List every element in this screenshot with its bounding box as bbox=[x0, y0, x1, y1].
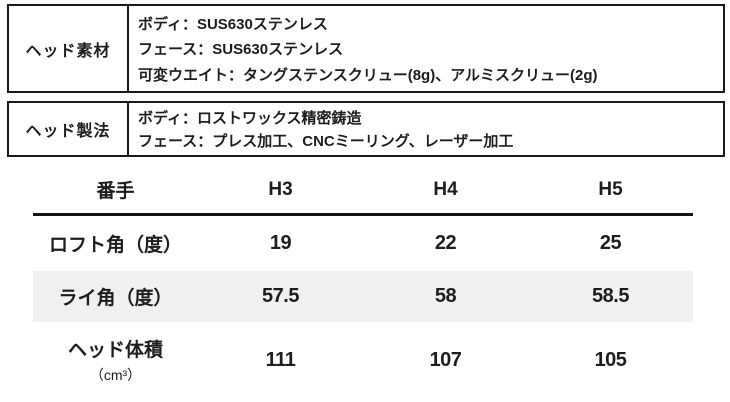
loft-h3-value: 19 bbox=[269, 232, 292, 254]
loft-h4-value: 22 bbox=[434, 232, 457, 254]
head-method-table: ヘッド製法 ボディ：ロストワックス精密鋳造 フェース：プレス加工、CNCミーリン… bbox=[7, 101, 725, 157]
volume-label-text: ヘッド体積 bbox=[67, 340, 163, 361]
loft-h5-value: 25 bbox=[599, 232, 622, 254]
club-spec-table: 番手 H3 H4 H5 ロフト角（度） 19 22 25 ライ角（度） 57.5… bbox=[33, 166, 693, 398]
volume-row-label: ヘッド体積 （cm³） bbox=[33, 322, 198, 398]
column-header-h5: H5 bbox=[528, 166, 693, 216]
lie-h4-value: 58 bbox=[363, 271, 528, 322]
method-face-line: フェース：プレス加工、CNCミーリング、レーザー加工 bbox=[138, 133, 514, 150]
column-header-h3: H3 bbox=[198, 166, 363, 216]
volume-h4-value: 107 bbox=[429, 348, 462, 371]
lie-row-label: ライ角（度） bbox=[33, 271, 198, 322]
material-weight-line: 可変ウエイト：タングステンスクリュー(8g)、アルミスクリュー(2g) bbox=[138, 66, 598, 84]
head-material-content: ボディ：SUS630ステンレス フェース：SUS630ステンレス 可変ウエイト：… bbox=[129, 6, 723, 91]
material-face-line: フェース：SUS630ステンレス bbox=[138, 41, 344, 58]
head-method-label: ヘッド製法 bbox=[9, 103, 129, 155]
column-header-club: 番手 bbox=[33, 166, 198, 216]
material-body-line: ボディ：SUS630ステンレス bbox=[138, 15, 328, 33]
volume-h3-value: 111 bbox=[265, 348, 296, 371]
lie-h5-value: 58.5 bbox=[528, 271, 693, 322]
head-material-label: ヘッド素材 bbox=[9, 6, 129, 91]
column-header-h4: H4 bbox=[363, 166, 528, 216]
loft-row-label: ロフト角（度） bbox=[48, 235, 182, 256]
volume-unit-text: （cm³） bbox=[89, 367, 142, 383]
lie-h3-value: 57.5 bbox=[198, 271, 363, 322]
head-material-table: ヘッド素材 ボディ：SUS630ステンレス フェース：SUS630ステンレス 可… bbox=[7, 4, 725, 93]
volume-h5-value: 105 bbox=[594, 348, 627, 371]
method-body-line: ボディ：ロストワックス精密鋳造 bbox=[138, 110, 362, 127]
head-method-content: ボディ：ロストワックス精密鋳造 フェース：プレス加工、CNCミーリング、レーザー… bbox=[129, 103, 723, 155]
